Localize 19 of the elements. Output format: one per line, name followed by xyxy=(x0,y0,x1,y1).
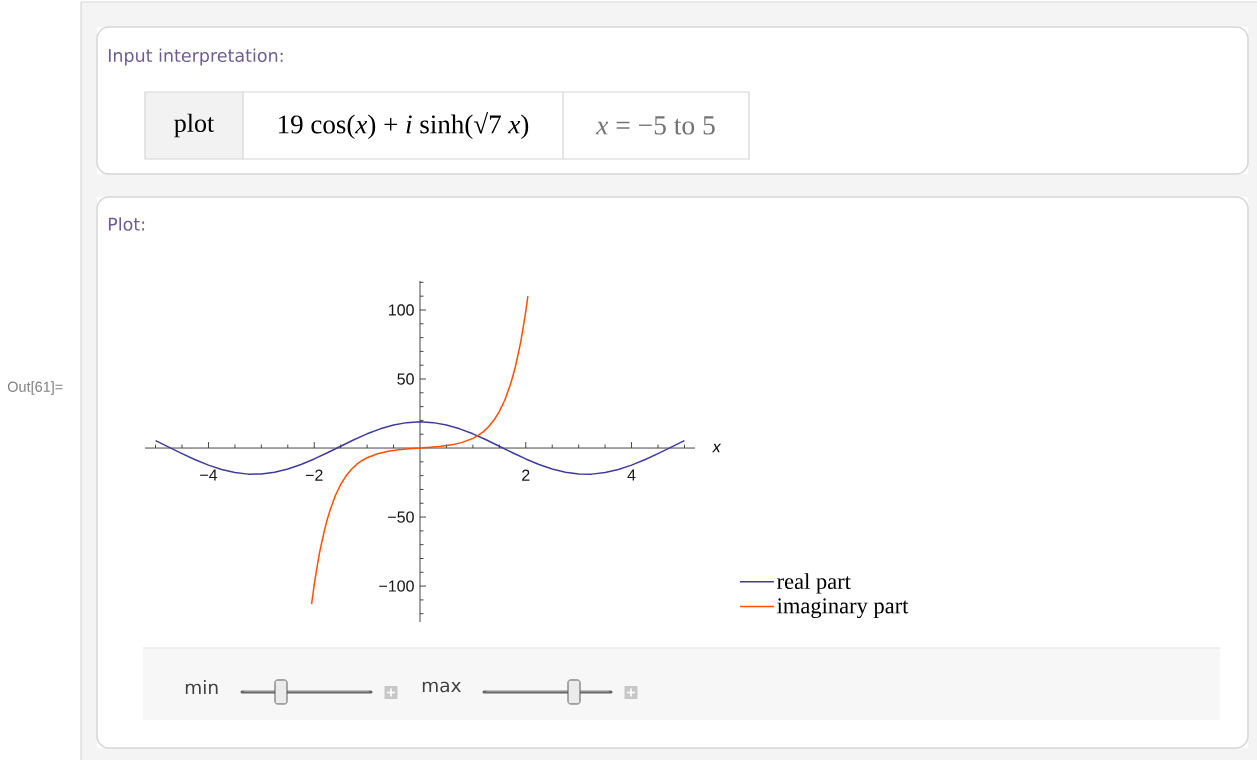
text: 19 cos(x) + i sinh(√7 x) xyxy=(279,111,529,140)
legend-label: imaginary part xyxy=(777,598,909,619)
text: max xyxy=(422,681,461,693)
text: Plot: xyxy=(108,217,145,231)
y-tick-label: 50 xyxy=(397,373,414,385)
x-axis-title: x xyxy=(712,443,722,453)
y-tick-label: −100 xyxy=(379,580,414,592)
legend-label: real part xyxy=(777,573,851,594)
y-tick-label: −50 xyxy=(388,511,414,523)
x-tick-label: 2 xyxy=(522,469,530,481)
text: x = −5 to 5 xyxy=(595,116,715,135)
text: plot xyxy=(174,113,215,138)
y-tick-label: 100 xyxy=(389,304,414,316)
text: Out[61]= xyxy=(7,381,63,395)
text: min xyxy=(185,679,218,695)
x-tick-label: 4 xyxy=(627,469,636,481)
text: Input interpretation: xyxy=(108,48,283,66)
x-tick-label: −4 xyxy=(200,469,218,481)
x-tick-label: −2 xyxy=(305,469,323,481)
